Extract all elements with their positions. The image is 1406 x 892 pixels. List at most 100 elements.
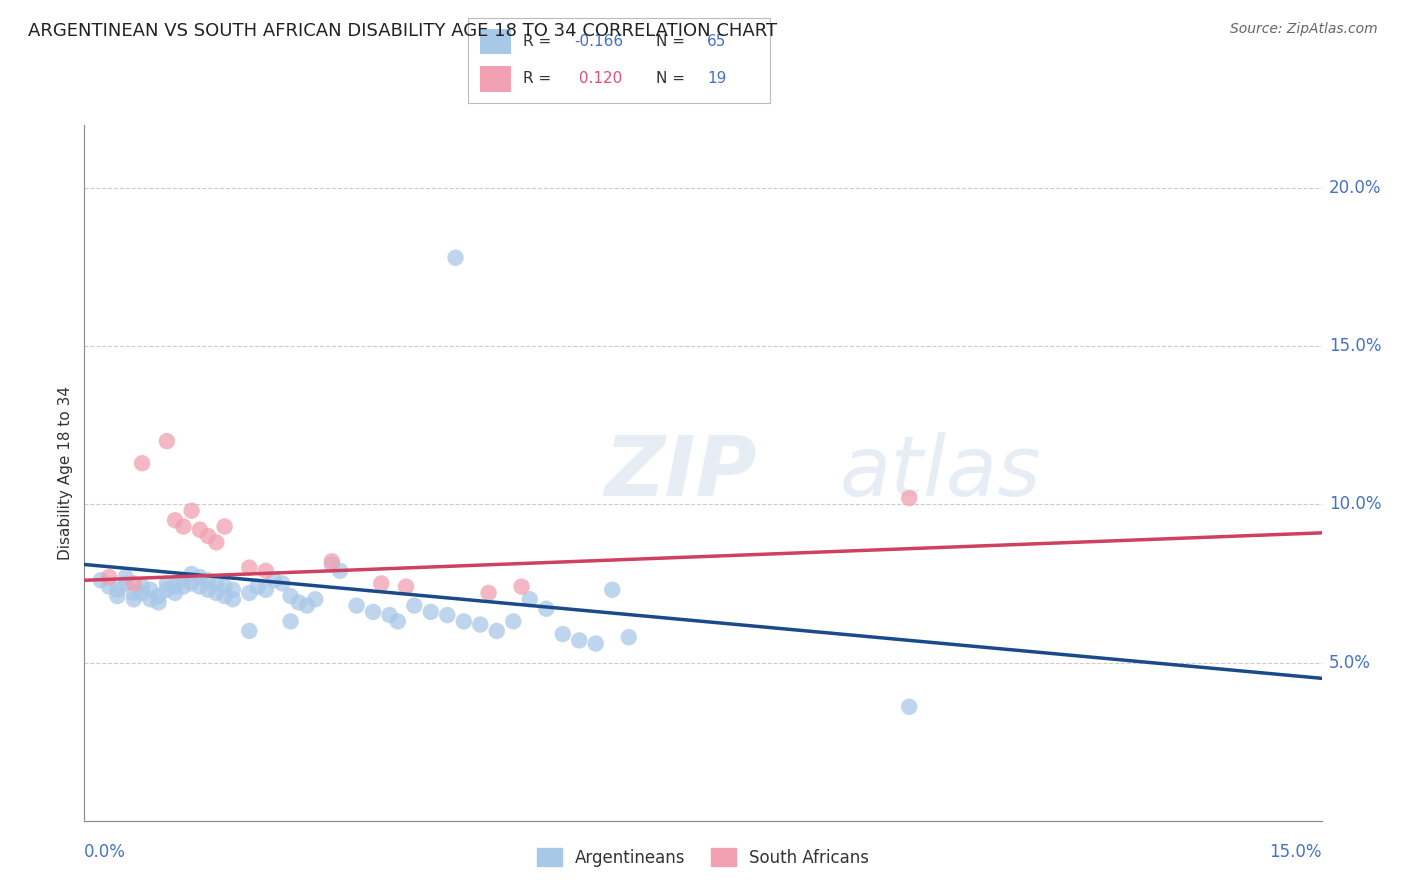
Point <box>304 592 326 607</box>
Point <box>436 608 458 623</box>
Point <box>214 519 236 533</box>
Text: 10.0%: 10.0% <box>1329 495 1381 514</box>
Point <box>98 580 121 594</box>
Point <box>485 624 508 638</box>
Text: R =: R = <box>523 71 551 87</box>
Point <box>172 519 194 533</box>
Point <box>585 636 607 650</box>
Text: N =: N = <box>655 71 685 87</box>
Point <box>246 580 269 594</box>
Point <box>453 615 475 629</box>
Point <box>114 576 136 591</box>
Point <box>361 605 384 619</box>
Point <box>551 627 574 641</box>
Point <box>321 558 343 572</box>
Point <box>165 513 187 527</box>
Point <box>600 582 623 597</box>
Point <box>131 586 153 600</box>
Point <box>404 599 426 613</box>
Point <box>370 576 392 591</box>
Point <box>188 570 211 584</box>
Point <box>148 595 170 609</box>
Point <box>205 576 228 591</box>
Point <box>98 570 121 584</box>
Point <box>156 582 179 597</box>
Text: ZIP: ZIP <box>605 433 756 513</box>
Point <box>477 586 499 600</box>
Point <box>139 592 162 607</box>
Point <box>419 605 441 619</box>
Point <box>280 615 302 629</box>
Text: 20.0%: 20.0% <box>1329 179 1381 197</box>
Bar <box>481 29 510 54</box>
Point <box>238 624 260 638</box>
Legend: Argentineans, South Africans: Argentineans, South Africans <box>529 840 877 875</box>
Point <box>165 580 187 594</box>
Text: 5.0%: 5.0% <box>1329 654 1371 672</box>
Point <box>510 580 533 594</box>
Point <box>156 576 179 591</box>
Bar <box>481 66 510 92</box>
Point <box>321 554 343 568</box>
Text: ARGENTINEAN VS SOUTH AFRICAN DISABILITY AGE 18 TO 34 CORRELATION CHART: ARGENTINEAN VS SOUTH AFRICAN DISABILITY … <box>28 22 778 40</box>
Point <box>197 574 219 588</box>
Point <box>205 535 228 549</box>
Point <box>568 633 591 648</box>
Point <box>346 599 368 613</box>
Point <box>205 586 228 600</box>
Point <box>197 582 219 597</box>
Point <box>214 580 236 594</box>
Point <box>139 582 162 597</box>
Point <box>148 589 170 603</box>
Point <box>519 592 541 607</box>
Point <box>238 560 260 574</box>
Point <box>395 580 418 594</box>
Point <box>122 576 145 591</box>
Point <box>180 576 202 591</box>
Text: 0.120: 0.120 <box>574 71 623 87</box>
Point <box>263 574 285 588</box>
Y-axis label: Disability Age 18 to 34: Disability Age 18 to 34 <box>58 385 73 560</box>
Point <box>222 582 245 597</box>
Text: Source: ZipAtlas.com: Source: ZipAtlas.com <box>1230 22 1378 37</box>
Point <box>288 595 311 609</box>
Point <box>197 529 219 543</box>
Point <box>329 564 352 578</box>
Point <box>214 589 236 603</box>
Point <box>172 574 194 588</box>
Point <box>105 582 128 597</box>
Text: R =: R = <box>523 34 551 49</box>
Point <box>470 617 492 632</box>
Text: 15.0%: 15.0% <box>1329 337 1381 355</box>
Point <box>295 599 318 613</box>
Point <box>188 580 211 594</box>
Point <box>90 574 112 588</box>
Text: N =: N = <box>655 34 685 49</box>
Point <box>131 580 153 594</box>
Point <box>536 601 558 615</box>
Text: atlas: atlas <box>839 433 1040 513</box>
Point <box>898 491 921 505</box>
Text: 65: 65 <box>707 34 727 49</box>
Point <box>122 592 145 607</box>
Point <box>222 592 245 607</box>
Point <box>180 566 202 581</box>
Point <box>188 523 211 537</box>
Text: 19: 19 <box>707 71 727 87</box>
Point <box>280 589 302 603</box>
Text: 15.0%: 15.0% <box>1270 843 1322 861</box>
Point <box>617 630 640 644</box>
Text: 0.0%: 0.0% <box>84 843 127 861</box>
Point <box>898 699 921 714</box>
Text: -0.166: -0.166 <box>574 34 623 49</box>
Point <box>114 570 136 584</box>
Point <box>131 456 153 470</box>
Point <box>122 586 145 600</box>
Point <box>254 564 277 578</box>
Point <box>165 586 187 600</box>
Point <box>444 251 467 265</box>
Point <box>105 589 128 603</box>
Point <box>271 576 294 591</box>
Point <box>378 608 401 623</box>
Point <box>172 580 194 594</box>
